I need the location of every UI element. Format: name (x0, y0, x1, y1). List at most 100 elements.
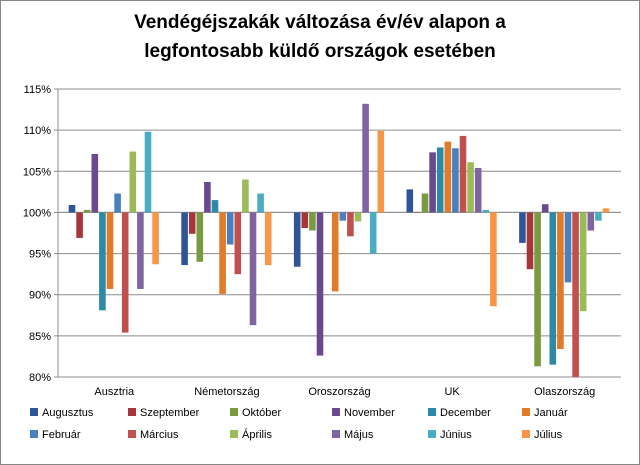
bar (406, 189, 414, 213)
bar (549, 212, 557, 365)
legend-label: December (440, 407, 491, 419)
bar (196, 212, 204, 262)
legend-item: Augusztus (30, 407, 93, 423)
legend-item: Február (30, 429, 81, 445)
bar (144, 131, 152, 213)
bar (459, 135, 467, 213)
x-tick-label: UK (444, 386, 460, 398)
legend-label: Március (140, 429, 179, 441)
bar (572, 212, 579, 377)
chart-title: Vendégéjszakák változása év/év alapon a … (0, 8, 640, 66)
bar (114, 193, 121, 213)
bar (257, 193, 264, 213)
bar (76, 212, 83, 238)
bar (474, 167, 482, 213)
y-tick-label: 85% (29, 331, 51, 343)
bar (452, 148, 459, 213)
bar (414, 212, 421, 213)
bar (564, 212, 572, 283)
bar (579, 212, 587, 312)
bar (587, 212, 595, 231)
chart-plot: 80% 85% 90% 95% 100% 105% 110% 115% Ausztria Néme… (23, 84, 621, 398)
legend-item: Január (522, 407, 568, 423)
bar (106, 212, 114, 289)
legend-label: Október (242, 407, 282, 419)
legend-item: Június (428, 429, 472, 445)
bar (490, 212, 497, 307)
y-tick-label: 80% (29, 372, 51, 384)
bar (99, 212, 106, 311)
bar (519, 212, 526, 243)
bar (249, 212, 257, 326)
chart-title-line-1: Vendégéjszakák változása év/év alapon a (134, 12, 506, 33)
x-tick-label: Olaszország (534, 386, 595, 398)
chart-title-line-2: legfontosabb küldő országok esetében (144, 41, 496, 62)
y-tick-label: 110% (24, 125, 52, 137)
bar (595, 212, 602, 221)
bar (526, 212, 534, 270)
legend-swatch (522, 430, 530, 439)
legend-swatch (128, 408, 136, 417)
bar (211, 200, 219, 213)
legend-item: Október (230, 407, 281, 423)
x-tick-label: Ausztria (94, 386, 135, 398)
bar (293, 212, 301, 267)
bar (339, 212, 347, 221)
bar (234, 212, 242, 275)
bar (436, 147, 444, 213)
legend-swatch (332, 430, 340, 439)
legend-label: Február (42, 429, 81, 441)
legend-swatch (428, 408, 436, 417)
bar (324, 212, 331, 213)
bar (137, 212, 144, 289)
bar (204, 181, 211, 213)
legend-item: Május (332, 429, 373, 445)
y-tick-label: 90% (29, 290, 51, 302)
bar (219, 212, 226, 294)
bar (362, 103, 369, 213)
legend-item: Március (128, 429, 179, 445)
bar (482, 209, 490, 213)
bar (309, 212, 316, 231)
legend-item: December (428, 407, 491, 423)
bar (541, 204, 549, 213)
legend-swatch (128, 430, 136, 439)
legend-swatch (522, 408, 530, 417)
legend-label: Január (534, 407, 568, 419)
bar (467, 162, 474, 213)
legend-swatch (230, 430, 238, 439)
legend-label: Szeptember (140, 407, 200, 419)
bar (301, 212, 309, 229)
legend-swatch (230, 408, 238, 417)
legend-label: Május (344, 429, 374, 441)
legend-swatch (428, 430, 436, 439)
bar (354, 212, 362, 222)
bar (264, 212, 272, 266)
bar (444, 141, 452, 213)
bar (331, 212, 339, 292)
bar (152, 212, 159, 265)
bar (316, 212, 324, 356)
y-tick-label: 95% (29, 249, 51, 261)
legend-item: November (332, 407, 395, 423)
bar (226, 212, 234, 245)
legend-swatch (30, 408, 38, 417)
y-tick-label: 115% (24, 84, 52, 96)
bar (557, 212, 564, 350)
bar (91, 154, 99, 213)
legend-label: Augusztus (42, 407, 94, 419)
legend-swatch (30, 430, 38, 439)
bar (121, 212, 129, 333)
y-tick-label: 105% (23, 166, 51, 178)
bar (83, 209, 91, 213)
legend-item: Szeptember (128, 407, 199, 423)
legend-swatch (332, 408, 340, 417)
y-tick-label: 100% (23, 207, 51, 219)
bar (188, 212, 196, 234)
legend-item: Július (522, 429, 562, 445)
bar (377, 130, 385, 213)
bar (347, 212, 354, 237)
x-tick-label: Oroszország (308, 386, 370, 398)
bar (129, 151, 137, 213)
bar (421, 193, 429, 213)
